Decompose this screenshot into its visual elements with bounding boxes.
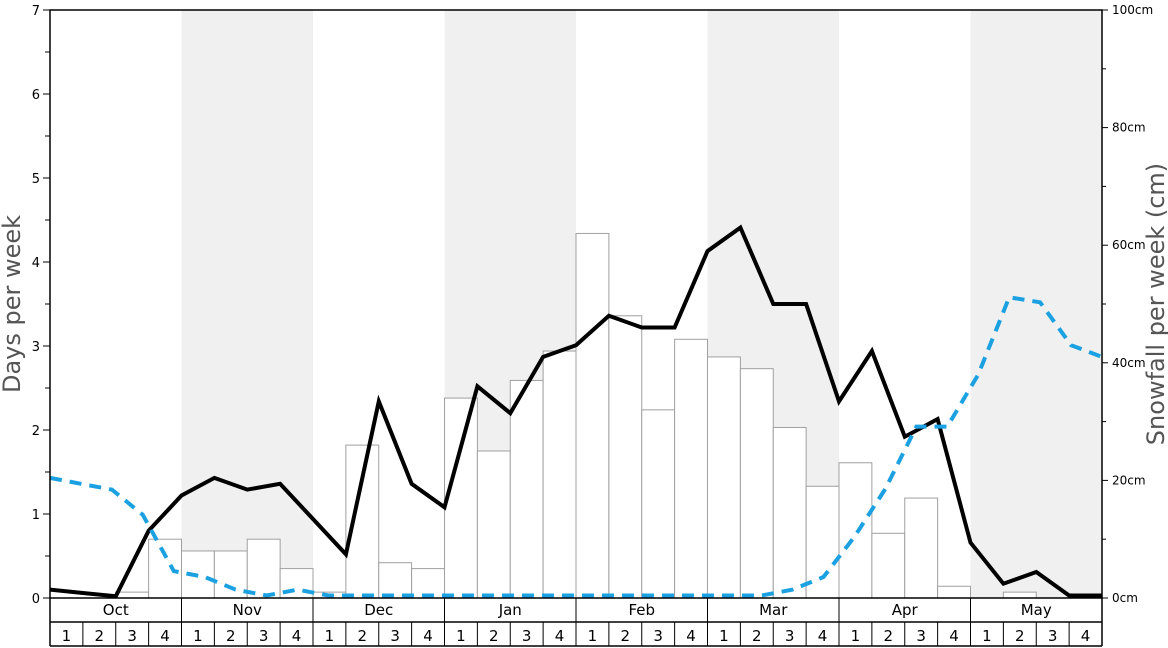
snowfall-bar [246, 538, 281, 599]
week-label: 3 [259, 627, 269, 645]
week-label: 2 [358, 627, 368, 645]
week-label: 3 [785, 627, 795, 645]
week-label: 1 [719, 627, 729, 645]
week-label: 2 [621, 627, 631, 645]
month-week-axis: Oct Nov Dec Jan Feb Mar Apr May 1 2 3 4 1 2 3 4 1 2 3 4 1 2 3 4… [49, 598, 1103, 647]
snowfall-bar [575, 232, 610, 599]
month-label-dec: Dec [364, 601, 393, 619]
axes: 0 1 2 3 4 5 6 7 0cm 20cm 40cm 60cm 80cm 100cm [32, 3, 1153, 607]
axis-titles: Days per week Snowfall per week (cm) [0, 163, 1168, 445]
snowfall-bar [509, 379, 544, 599]
y-left-tick-label: 5 [32, 172, 40, 187]
week-label: 3 [127, 627, 137, 645]
week-label: 1 [851, 627, 861, 645]
snowfall-bar [115, 591, 150, 599]
y-right-tick-label: 0cm [1112, 591, 1138, 605]
y-right-tick-label: 40cm [1112, 356, 1146, 370]
week-label: 4 [292, 627, 302, 645]
y-right-tick-label: 80cm [1112, 121, 1146, 135]
snowfall-bar [937, 585, 971, 599]
snow-days-line [49, 224, 1102, 599]
y-right-tick-label: 60cm [1112, 238, 1146, 252]
y-left-tick-label: 1 [32, 508, 40, 523]
y-right-tick-label: 20cm [1112, 473, 1146, 487]
y-right-axis-title: Snowfall per week (cm) [1142, 163, 1168, 445]
month-label-may: May [1021, 601, 1052, 619]
week-label: 4 [1081, 627, 1091, 645]
week-label: 4 [423, 627, 433, 645]
y-right-tick-label: 100cm [1112, 3, 1153, 17]
week-label: 1 [982, 627, 992, 645]
snowfall-bar [378, 562, 413, 599]
snowfall-bar [444, 397, 478, 599]
week-label: 4 [949, 627, 959, 645]
week-label: 3 [390, 627, 400, 645]
month-label-feb: Feb [628, 601, 655, 619]
week-label: 1 [456, 627, 466, 645]
y-left-tick-label: 0 [32, 592, 40, 607]
snowfall-bars [115, 232, 1037, 599]
snowfall-bar [345, 444, 380, 599]
month-shade-may [970, 10, 1102, 598]
snowfall-bar [148, 538, 182, 599]
month-label-jan: Jan [498, 601, 522, 619]
week-label: 4 [818, 627, 828, 645]
week-label: 4 [686, 627, 696, 645]
week-label: 2 [95, 627, 105, 645]
week-label: 3 [1048, 627, 1058, 645]
snowfall-bar [871, 532, 906, 599]
y-left-tick-label: 4 [32, 256, 40, 271]
y-left-tick-label: 7 [32, 4, 40, 19]
comparison-days-dashed-line [49, 295, 1103, 598]
week-label: 3 [916, 627, 926, 645]
y-left-axis-title: Days per week [0, 215, 26, 393]
week-label: 1 [62, 627, 72, 645]
month-shade-nov [181, 10, 313, 598]
month-shading [181, 10, 1102, 598]
snowfall-bar [641, 409, 676, 599]
snowfall-bar [904, 497, 939, 599]
week-label: 3 [653, 627, 663, 645]
y-left-tick-label: 2 [32, 424, 40, 439]
y-left-tick-label: 3 [32, 340, 40, 355]
week-label: 1 [193, 627, 203, 645]
lines [49, 224, 1103, 599]
snowfall-bar [411, 568, 445, 599]
week-label: 2 [226, 627, 236, 645]
week-label: 1 [325, 627, 335, 645]
snowfall-bar [674, 338, 708, 599]
snowfall-bar [772, 426, 807, 599]
week-label: 3 [522, 627, 532, 645]
week-label: 1 [588, 627, 598, 645]
snowfall-bar [707, 356, 741, 599]
snowfall-bar [608, 315, 643, 599]
month-label-nov: Nov [233, 601, 262, 619]
week-label: 2 [489, 627, 499, 645]
snowfall-bar [838, 462, 873, 599]
snowfall-bar [213, 550, 248, 599]
snowfall-bar [542, 350, 577, 599]
snowfall-bar [739, 368, 774, 599]
week-label: 4 [160, 627, 170, 645]
month-label-oct: Oct [103, 601, 129, 619]
week-label: 2 [884, 627, 894, 645]
week-label: 2 [1015, 627, 1025, 645]
snowfall-bar [476, 450, 511, 599]
snowfall-bar [1002, 591, 1037, 599]
week-label: 2 [752, 627, 762, 645]
month-label-mar: Mar [759, 601, 788, 619]
month-label-apr: Apr [892, 601, 919, 619]
week-label: 4 [555, 627, 565, 645]
y-left-tick-label: 6 [32, 88, 40, 103]
